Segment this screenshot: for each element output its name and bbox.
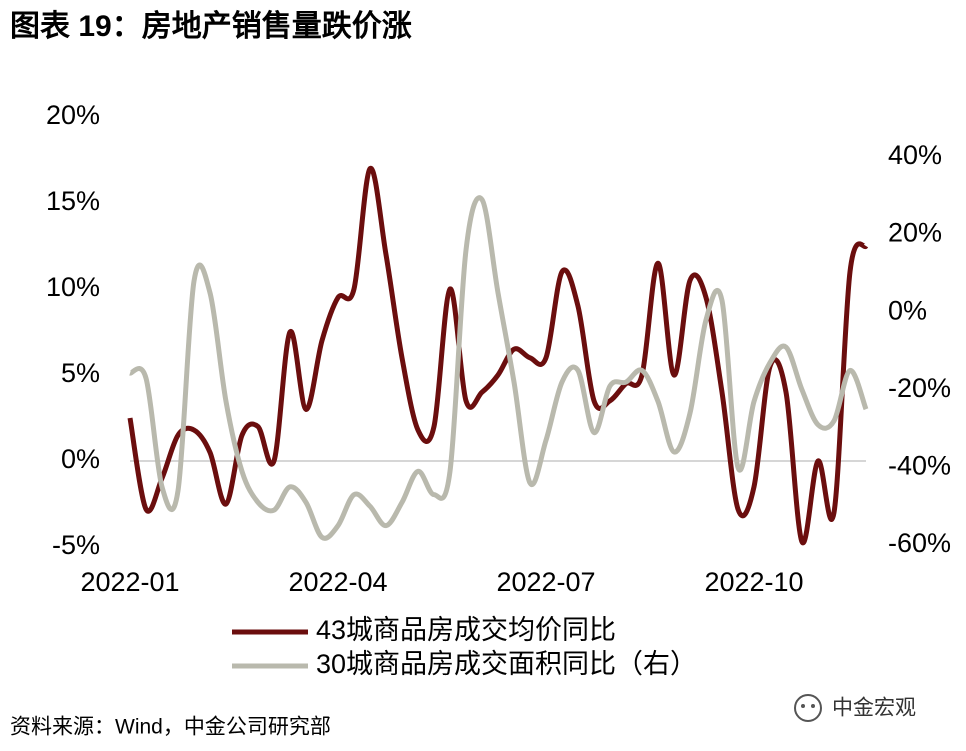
watermark-icon bbox=[794, 694, 822, 722]
series-line bbox=[127, 166, 869, 546]
legend-label: 30城商品房成交面积同比（右） bbox=[316, 649, 697, 679]
legend-label: 43城商品房成交均价同比 bbox=[316, 615, 616, 645]
y2-tick-label: -20% bbox=[888, 373, 951, 403]
series-line bbox=[129, 195, 869, 541]
y-tick-label: 0% bbox=[61, 444, 100, 474]
x-tick-label: 2022-01 bbox=[80, 567, 179, 597]
chart-title: 图表 19：房地产销售量跌价涨 bbox=[10, 10, 412, 43]
y2-tick-label: -60% bbox=[888, 528, 951, 558]
y-tick-label: 5% bbox=[61, 358, 100, 388]
y2-tick-label: 0% bbox=[888, 295, 927, 325]
watermark: 中金宏观 bbox=[832, 697, 916, 720]
y-tick-label: 10% bbox=[46, 272, 100, 302]
x-tick-label: 2022-10 bbox=[704, 567, 803, 597]
y-tick-label: 15% bbox=[46, 186, 100, 216]
y-tick-label: 20% bbox=[46, 100, 100, 130]
x-tick-label: 2022-07 bbox=[496, 567, 595, 597]
y-tick-label: -5% bbox=[52, 530, 100, 560]
y2-tick-label: -40% bbox=[888, 451, 951, 481]
y2-tick-label: 20% bbox=[888, 218, 942, 248]
y2-tick-label: 40% bbox=[888, 140, 942, 170]
x-tick-label: 2022-04 bbox=[288, 567, 387, 597]
source: 资料来源：Wind，中金公司研究部 bbox=[10, 716, 331, 739]
